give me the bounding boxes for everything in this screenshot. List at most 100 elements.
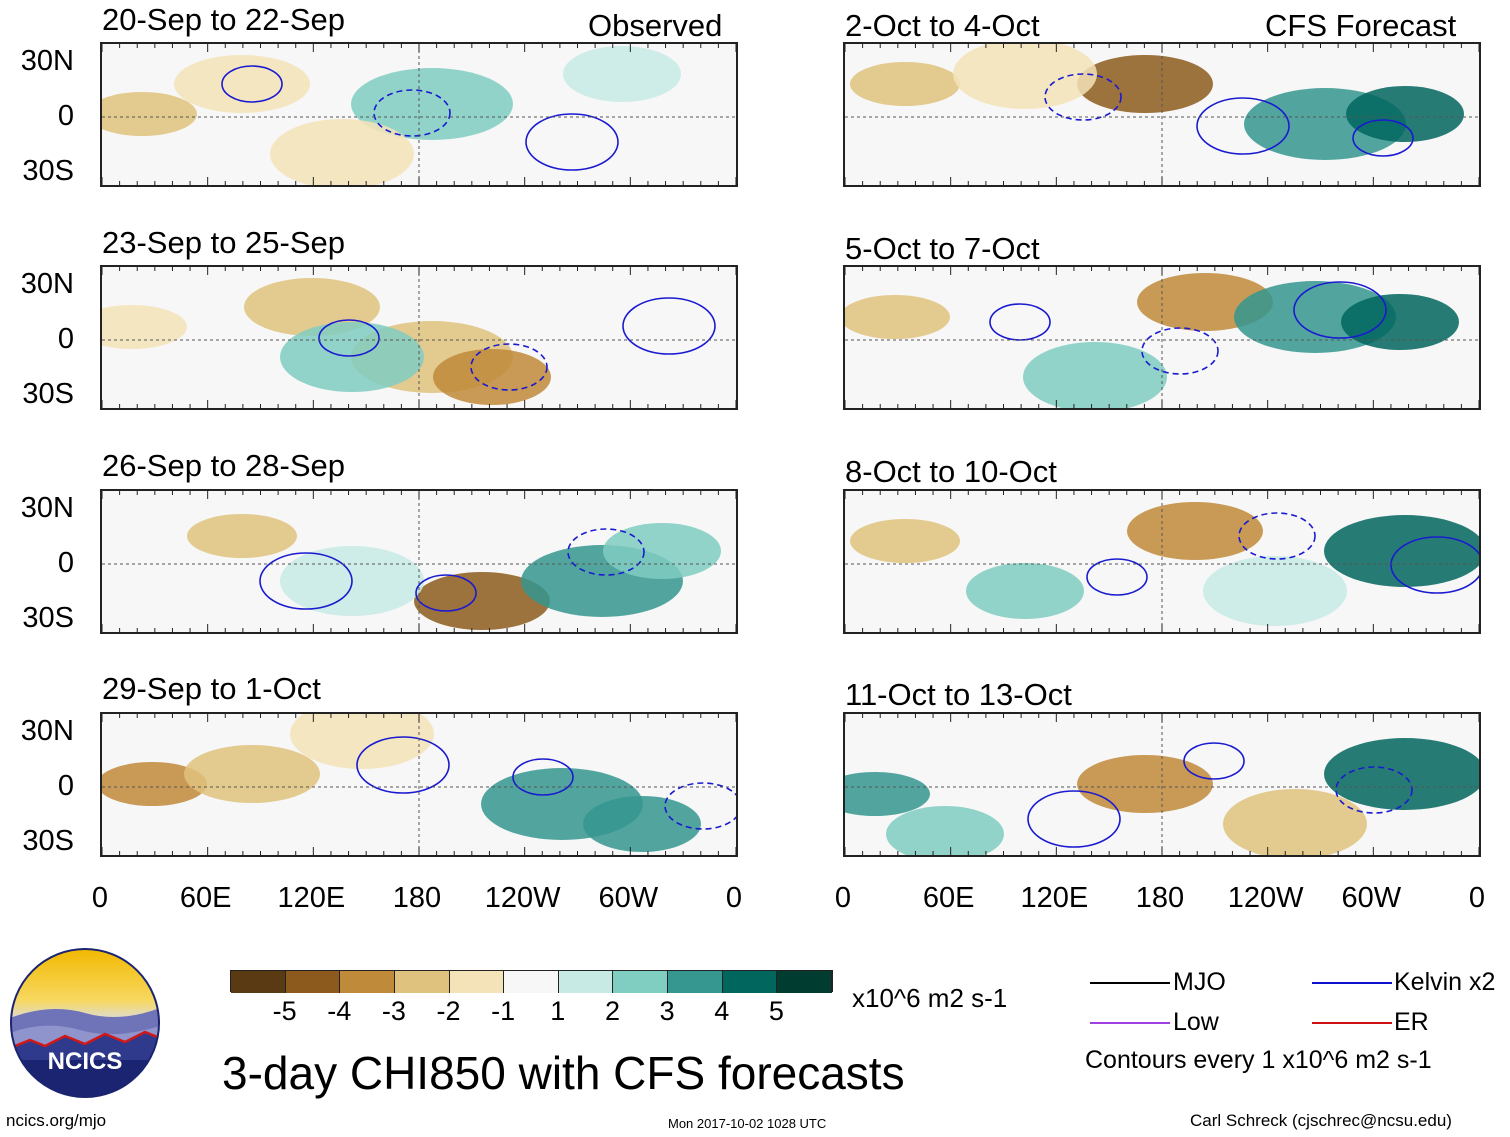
kelvin-contour (470, 343, 548, 391)
colorbar-label: -1 (491, 996, 516, 1026)
anomaly-shading (280, 322, 424, 392)
kelvin-contour (1293, 281, 1387, 339)
legend-line-kelvin (1312, 982, 1392, 984)
anomaly-shading (850, 519, 960, 563)
colorbar-label: 1 (550, 996, 566, 1026)
lon-tick-label: 120W (484, 882, 561, 914)
anomaly-shading (845, 295, 950, 339)
map-panel-right-3 (843, 489, 1481, 634)
map-field (102, 714, 736, 855)
units-label: x10^6 m2 s-1 (852, 983, 1008, 1013)
lat-tick-label: 0 (57, 770, 74, 802)
anomaly-shading (102, 762, 207, 806)
anomaly-shading (966, 563, 1084, 619)
lon-tick-label: 60W (598, 882, 659, 914)
colorbar-label: -4 (327, 996, 352, 1026)
anomaly-shading (290, 714, 434, 769)
kelvin-contour (1183, 742, 1245, 780)
colorbar-cell (722, 971, 778, 993)
anomaly-shading (1203, 556, 1347, 626)
lon-tick-label: 60W (1341, 882, 1402, 914)
map-panel-left-1 (100, 42, 738, 187)
panel-title-left-4: 29-Sep to 1-Oct (102, 671, 321, 706)
anomaly-shading (1023, 342, 1167, 408)
anomaly-shading (1223, 789, 1367, 855)
anomaly-shading (1341, 294, 1459, 350)
colorbar-label: -3 (381, 996, 406, 1026)
lon-tick-label: 60E (922, 882, 975, 914)
lat-tick-label: 30N (20, 45, 74, 77)
kelvin-contour (664, 782, 736, 830)
colorbar-label: 3 (659, 996, 675, 1026)
colorbar-label: 4 (714, 996, 730, 1026)
lon-tick-label: 0 (725, 882, 743, 914)
kelvin-contour (373, 89, 451, 137)
lon-tick-label: 0 (1468, 882, 1486, 914)
map-field (845, 267, 1479, 408)
colorbar-cell (285, 971, 341, 993)
cfs-forecast-label: CFS Forecast (1265, 8, 1457, 43)
colorbar-label: 5 (768, 996, 784, 1026)
footer-url: ncics.org/mjo (6, 1111, 107, 1130)
map-field (102, 44, 736, 185)
kelvin-contour (1352, 119, 1414, 157)
chart-title: 3-day CHI850 with CFS forecasts (222, 1047, 905, 1099)
colorbar-label: -5 (272, 996, 297, 1026)
map-field (102, 491, 736, 632)
anomaly-shading (187, 514, 297, 558)
map-field (845, 714, 1479, 855)
anomaly-shading (351, 68, 513, 140)
kelvin-contour (356, 736, 450, 794)
ncics-logo: NCICS (10, 948, 160, 1098)
lon-tick-label: 120E (277, 882, 346, 914)
anomaly-shading (414, 572, 550, 630)
kelvin-contour (622, 297, 716, 355)
legend-er: ER (1394, 1008, 1429, 1036)
anomaly-shading (886, 806, 1004, 855)
lon-tick-label: 180 (1135, 882, 1185, 914)
kelvin-contour (318, 319, 380, 357)
map-panel-right-2 (843, 265, 1481, 410)
kelvin-contour (1027, 790, 1121, 848)
lat-tick-label: 30S (22, 155, 74, 187)
kelvin-contour (1335, 766, 1413, 814)
colorbar-cell (340, 971, 395, 993)
anomaly-shading (270, 119, 414, 185)
kelvin-contour (989, 303, 1051, 341)
lat-tick-label: 0 (57, 100, 74, 132)
legend-kelvin: Kelvin x2 (1394, 968, 1496, 996)
kelvin-contour (525, 113, 619, 171)
legend-low: Low (1173, 1008, 1219, 1036)
anomaly-shading (845, 772, 930, 816)
legend-mjo: MJO (1173, 968, 1226, 996)
lat-tick-label: 30S (22, 825, 74, 857)
colorbar-cell (449, 971, 505, 993)
legend-line-low (1090, 1022, 1170, 1024)
colorbar-cell (504, 971, 559, 993)
lon-tick-label: 0 (834, 882, 852, 914)
lon-tick-label: 180 (392, 882, 442, 914)
anomaly-shading (184, 745, 320, 803)
kelvin-contour (512, 758, 574, 796)
colorbar (230, 970, 833, 993)
panel-title-right-4: 11-Oct to 13-Oct (845, 677, 1072, 712)
legend-line-mjo (1090, 982, 1170, 984)
kelvin-contour (1086, 558, 1148, 596)
colorbar-cell (394, 971, 450, 993)
kelvin-contour (1196, 97, 1290, 155)
map-field (845, 491, 1479, 632)
logo-text: NCICS (48, 1048, 123, 1075)
panel-title-left-3: 26-Sep to 28-Sep (102, 448, 346, 483)
anomaly-shading (102, 305, 187, 349)
kelvin-contour (1238, 512, 1316, 560)
anomaly-shading (953, 44, 1097, 109)
kelvin-contour (567, 528, 645, 576)
lon-tick-label: 0 (91, 882, 109, 914)
anomaly-shading (1324, 515, 1479, 587)
lon-tick-label: 60E (179, 882, 232, 914)
lat-tick-label: 0 (57, 547, 74, 579)
kelvin-contour (1390, 536, 1479, 594)
lat-tick-label: 0 (57, 323, 74, 355)
anomaly-shading (603, 523, 721, 579)
observed-label: Observed (588, 8, 723, 43)
